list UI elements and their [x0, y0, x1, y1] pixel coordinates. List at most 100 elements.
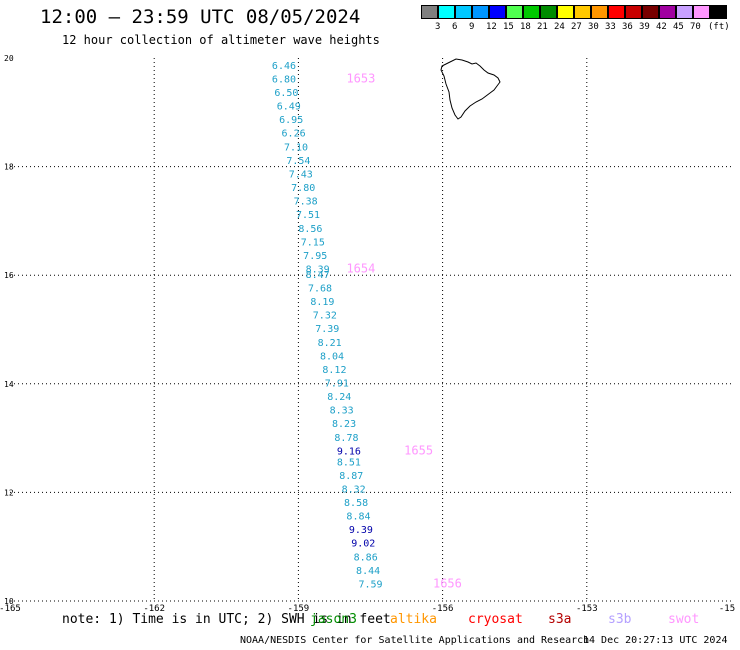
swh-observation: 8.33: [330, 406, 354, 417]
hawaii-island-coastline: [440, 58, 501, 120]
pass-time-label: 1655: [404, 443, 433, 457]
swh-observation: 7.39: [315, 324, 339, 335]
legend-label: 27: [571, 22, 582, 32]
swh-observation: 7.80: [291, 183, 315, 194]
swh-observation: 7.15: [301, 237, 325, 248]
swh-observation: 8.87: [339, 471, 363, 482]
footer-timestamp: 14 Dec 20:27:13 UTC 2024: [583, 635, 728, 646]
swh-observation: 7.32: [313, 311, 337, 322]
lon-tick-label: -159: [288, 604, 310, 614]
swh-observation: 7.59: [358, 579, 382, 590]
lon-tick-label: -15: [719, 604, 735, 614]
lat-tick-label: 10: [4, 597, 14, 606]
swh-observation: 8.78: [334, 433, 358, 444]
legend-swatch: [625, 5, 642, 19]
legend-label: 6: [452, 22, 458, 32]
mission-s3a: s3a: [548, 612, 572, 627]
swh-observation: 7.95: [303, 251, 327, 262]
swh-observation: 8.39: [306, 264, 330, 275]
legend-swatch: [455, 5, 472, 19]
legend-label: 12: [486, 22, 497, 32]
swh-observation: 8.47: [306, 270, 330, 281]
lat-tick-label: 20: [4, 54, 14, 63]
lat-tick-label: 14: [4, 380, 14, 389]
lon-tick-label: -153: [576, 604, 598, 614]
legend-label: 36: [622, 22, 633, 32]
swh-observation: 7.68: [308, 283, 332, 294]
footer-credit: NOAA/NESDIS Center for Satellite Applica…: [240, 635, 590, 646]
swh-observation: 9.39: [349, 525, 373, 536]
swh-observation: 9.02: [351, 539, 375, 550]
lon-tick-label: -156: [432, 604, 454, 614]
legend-swatch: [489, 5, 506, 19]
swh-observation: 6.26: [282, 129, 306, 140]
swh-observation: 8.44: [356, 566, 380, 577]
swh-observation: 6.50: [274, 88, 298, 99]
legend-label: 30: [588, 22, 599, 32]
legend-swatch: [438, 5, 455, 19]
lat-tick-label: 12: [4, 488, 14, 497]
lon-tick-label: -162: [143, 604, 165, 614]
legend-swatch: [659, 5, 676, 19]
swh-observation: 8.58: [344, 498, 368, 509]
legend-swatch: [710, 5, 727, 19]
swh-observation: 9.16: [337, 446, 361, 457]
legend-swatch: [574, 5, 591, 19]
lat-lon-grid: [10, 58, 731, 602]
swh-observation: 7.43: [289, 169, 313, 180]
note-text: note: 1) Time is in UTC; 2) SWH is in fe…: [62, 612, 391, 627]
observations-layer: 6.46 6.80 6.50 6.49 6.95 6.26 7.10 7.54 7.43 7.80…: [272, 61, 383, 591]
legend-label: 45: [673, 22, 684, 32]
page-subtitle: 12 hour collection of altimeter wave hei…: [62, 33, 380, 47]
legend-swatch: [693, 5, 710, 19]
lon-tick-label: -165: [0, 604, 21, 614]
swh-observation: 8.56: [298, 224, 322, 235]
swh-observation: 8.21: [318, 338, 342, 349]
page-title: 12:00 — 23:59 UTC 08/05/2024: [40, 6, 361, 28]
swh-observation: 7.54: [286, 156, 310, 167]
swh-observation: 7.10: [284, 142, 308, 153]
legend-unit: (ft): [708, 22, 730, 32]
legend-label: 33: [605, 22, 616, 32]
swh-observation: 8.24: [327, 392, 351, 403]
legend-label: 21: [537, 22, 548, 32]
swh-observation: 8.04: [320, 351, 344, 362]
pass-time-label: 1656: [433, 576, 462, 590]
legend-swatch: [421, 5, 438, 19]
swh-observation: 7.91: [325, 379, 349, 390]
legend-label: 24: [554, 22, 565, 32]
pass-time-label: 1654: [346, 261, 375, 275]
legend-label: 70: [690, 22, 701, 32]
legend-swatch: [591, 5, 608, 19]
mission-legend: jason3 altika cryosat s3a s3b swot: [0, 612, 740, 630]
legend-swatch: [557, 5, 574, 19]
legend-swatch: [506, 5, 523, 19]
mission-altika: altika: [390, 612, 437, 627]
swh-observation: 6.49: [277, 102, 301, 113]
lat-tick-label: 18: [4, 163, 14, 172]
legend-label: 39: [639, 22, 650, 32]
lat-tick-label: 16: [4, 271, 14, 280]
legend-swatch: [523, 5, 540, 19]
legend-swatch: [540, 5, 557, 19]
swh-observation: 7.38: [294, 197, 318, 208]
swh-observation: 8.51: [337, 457, 361, 468]
legend-label: 15: [503, 22, 514, 32]
mission-cryosat: cryosat: [468, 612, 523, 627]
swh-observation: 8.84: [346, 512, 370, 523]
swh-observation: 6.80: [272, 74, 296, 85]
legend-label: 3: [435, 22, 441, 32]
swh-observation: 8.23: [332, 419, 356, 430]
legend-label: 9: [469, 22, 475, 32]
mission-jason3: jason3: [310, 612, 357, 627]
wave-height-legend: 3 6 9 12 15 18 21 24 27 30 33 36 39 42 45 70 (ft): [421, 5, 730, 35]
legend-swatch: [472, 5, 489, 19]
time-labels-layer: 1653 1654 1655 1656: [346, 71, 461, 590]
legend-label: 42: [656, 22, 667, 32]
swh-observation: 8.12: [322, 365, 346, 376]
swh-observation: 6.95: [279, 115, 303, 126]
swh-observation: 6.46: [272, 61, 296, 72]
legend-swatch: [642, 5, 659, 19]
swh-observation: 7.51: [296, 210, 320, 221]
